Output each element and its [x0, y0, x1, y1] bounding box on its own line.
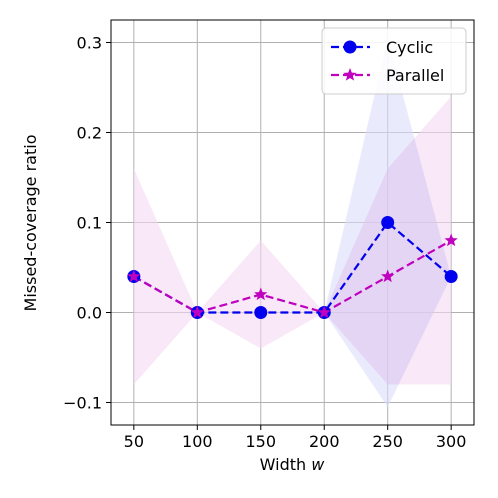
y-axis-label: Missed-coverage ratio — [21, 135, 40, 312]
data-point-parallel — [254, 287, 268, 301]
data-point-parallel — [317, 305, 331, 319]
x-tick-label: 50 — [124, 432, 144, 451]
series-markers — [127, 216, 458, 319]
legend-label-cyclic: Cyclic — [386, 38, 433, 57]
data-point-parallel — [444, 233, 458, 247]
x-tick-label: 200 — [309, 432, 340, 451]
data-point-parallel — [127, 269, 141, 283]
legend-marker-cyclic — [343, 40, 357, 54]
y-tick-label: 0.0 — [77, 304, 102, 323]
y-tick-label: 0.1 — [77, 214, 102, 233]
legend-label-parallel: Parallel — [386, 66, 444, 85]
data-point-cyclic — [254, 306, 268, 319]
x-tick-label: 100 — [182, 432, 213, 451]
data-point-parallel — [190, 305, 204, 319]
y-tick-label: 0.2 — [77, 124, 102, 143]
series-lines — [133, 220, 452, 314]
legend: Cyclic Parallel — [321, 27, 467, 95]
legend-marker-parallel — [343, 68, 357, 81]
series-line-parallel — [133, 239, 452, 314]
data-point-parallel — [381, 269, 395, 283]
x-tick-label: 150 — [245, 432, 276, 451]
x-tick-label: 300 — [436, 432, 467, 451]
legend-box — [321, 27, 467, 95]
y-tick-label: −0.1 — [63, 394, 102, 413]
x-axis-label-variable: w — [311, 455, 325, 474]
data-point-cyclic — [444, 270, 458, 283]
axis-ticks: 50 100 150 200 250 300 −0.1 0.0 0.1 0.2 0.3 — [63, 34, 466, 452]
x-axis-label: Width w — [260, 455, 326, 474]
y-tick-label: 0.3 — [77, 34, 102, 53]
x-tick-label: 250 — [372, 432, 403, 451]
data-point-cyclic — [381, 216, 395, 229]
